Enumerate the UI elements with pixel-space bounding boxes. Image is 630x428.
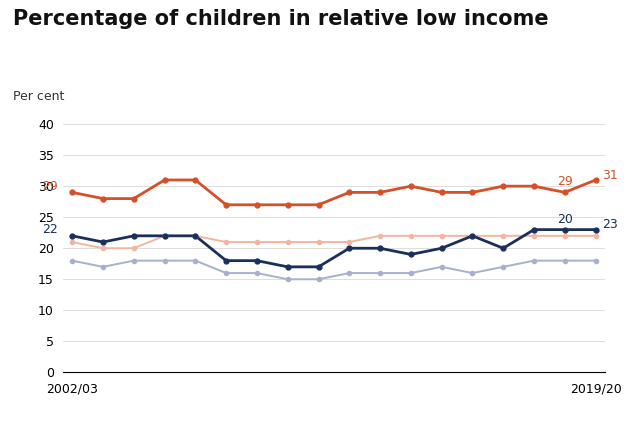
Overall BHC [345, 270, 353, 276]
Children BHC [284, 265, 292, 270]
Overall AHC [192, 233, 199, 238]
Overall AHC [161, 233, 168, 238]
Children AHC [407, 184, 415, 189]
Text: 29: 29 [557, 175, 573, 188]
Children AHC [438, 190, 445, 195]
Overall AHC [315, 240, 323, 245]
Children AHC [284, 202, 292, 208]
Children AHC [69, 190, 76, 195]
Overall BHC [530, 258, 538, 263]
Overall AHC [284, 240, 292, 245]
Overall AHC [561, 233, 568, 238]
Line: Children BHC: Children BHC [72, 230, 595, 267]
Overall BHC [407, 270, 415, 276]
Overall AHC [69, 240, 76, 245]
Overall BHC [284, 276, 292, 282]
Children BHC [376, 246, 384, 251]
Children BHC [530, 227, 538, 232]
Text: 23: 23 [602, 218, 618, 231]
Children AHC [530, 184, 538, 189]
Children BHC [561, 227, 568, 232]
Children BHC [407, 252, 415, 257]
Children BHC [345, 246, 353, 251]
Overall AHC [100, 246, 107, 251]
Overall AHC [592, 233, 599, 238]
Overall BHC [192, 258, 199, 263]
Text: 31: 31 [602, 169, 618, 181]
Children AHC [192, 177, 199, 182]
Children AHC [161, 177, 168, 182]
Text: 22: 22 [42, 223, 57, 236]
Overall BHC [376, 270, 384, 276]
Children AHC [253, 202, 261, 208]
Overall BHC [561, 258, 568, 263]
Children AHC [469, 190, 476, 195]
Text: Per cent: Per cent [13, 90, 64, 103]
Line: Children AHC: Children AHC [72, 180, 595, 205]
Children AHC [376, 190, 384, 195]
Children BHC [592, 227, 599, 232]
Children AHC [592, 177, 599, 182]
Overall AHC [345, 240, 353, 245]
Children BHC [315, 265, 323, 270]
Children BHC [222, 258, 230, 263]
Line: Overall AHC: Overall AHC [72, 236, 595, 248]
Children BHC [161, 233, 168, 238]
Children AHC [500, 184, 507, 189]
Children BHC [100, 240, 107, 245]
Children BHC [438, 246, 445, 251]
Overall BHC [69, 258, 76, 263]
Overall BHC [222, 270, 230, 276]
Overall AHC [222, 240, 230, 245]
Children AHC [345, 190, 353, 195]
Overall BHC [315, 276, 323, 282]
Children BHC [500, 246, 507, 251]
Children AHC [315, 202, 323, 208]
Text: 29: 29 [42, 180, 57, 193]
Text: 20: 20 [557, 213, 573, 226]
Overall BHC [130, 258, 137, 263]
Overall BHC [592, 258, 599, 263]
Overall BHC [100, 265, 107, 270]
Line: Overall BHC: Overall BHC [72, 261, 595, 279]
Children BHC [69, 233, 76, 238]
Children AHC [222, 202, 230, 208]
Overall BHC [161, 258, 168, 263]
Overall BHC [469, 270, 476, 276]
Overall BHC [438, 265, 445, 270]
Children AHC [130, 196, 137, 201]
Children AHC [100, 196, 107, 201]
Text: Percentage of children in relative low income: Percentage of children in relative low i… [13, 9, 548, 29]
Overall BHC [253, 270, 261, 276]
Overall AHC [407, 233, 415, 238]
Overall AHC [253, 240, 261, 245]
Children AHC [561, 190, 568, 195]
Children BHC [192, 233, 199, 238]
Overall BHC [500, 265, 507, 270]
Overall AHC [500, 233, 507, 238]
Children BHC [130, 233, 137, 238]
Overall AHC [469, 233, 476, 238]
Overall AHC [530, 233, 538, 238]
Children BHC [253, 258, 261, 263]
Overall AHC [130, 246, 137, 251]
Children BHC [469, 233, 476, 238]
Overall AHC [438, 233, 445, 238]
Overall AHC [376, 233, 384, 238]
